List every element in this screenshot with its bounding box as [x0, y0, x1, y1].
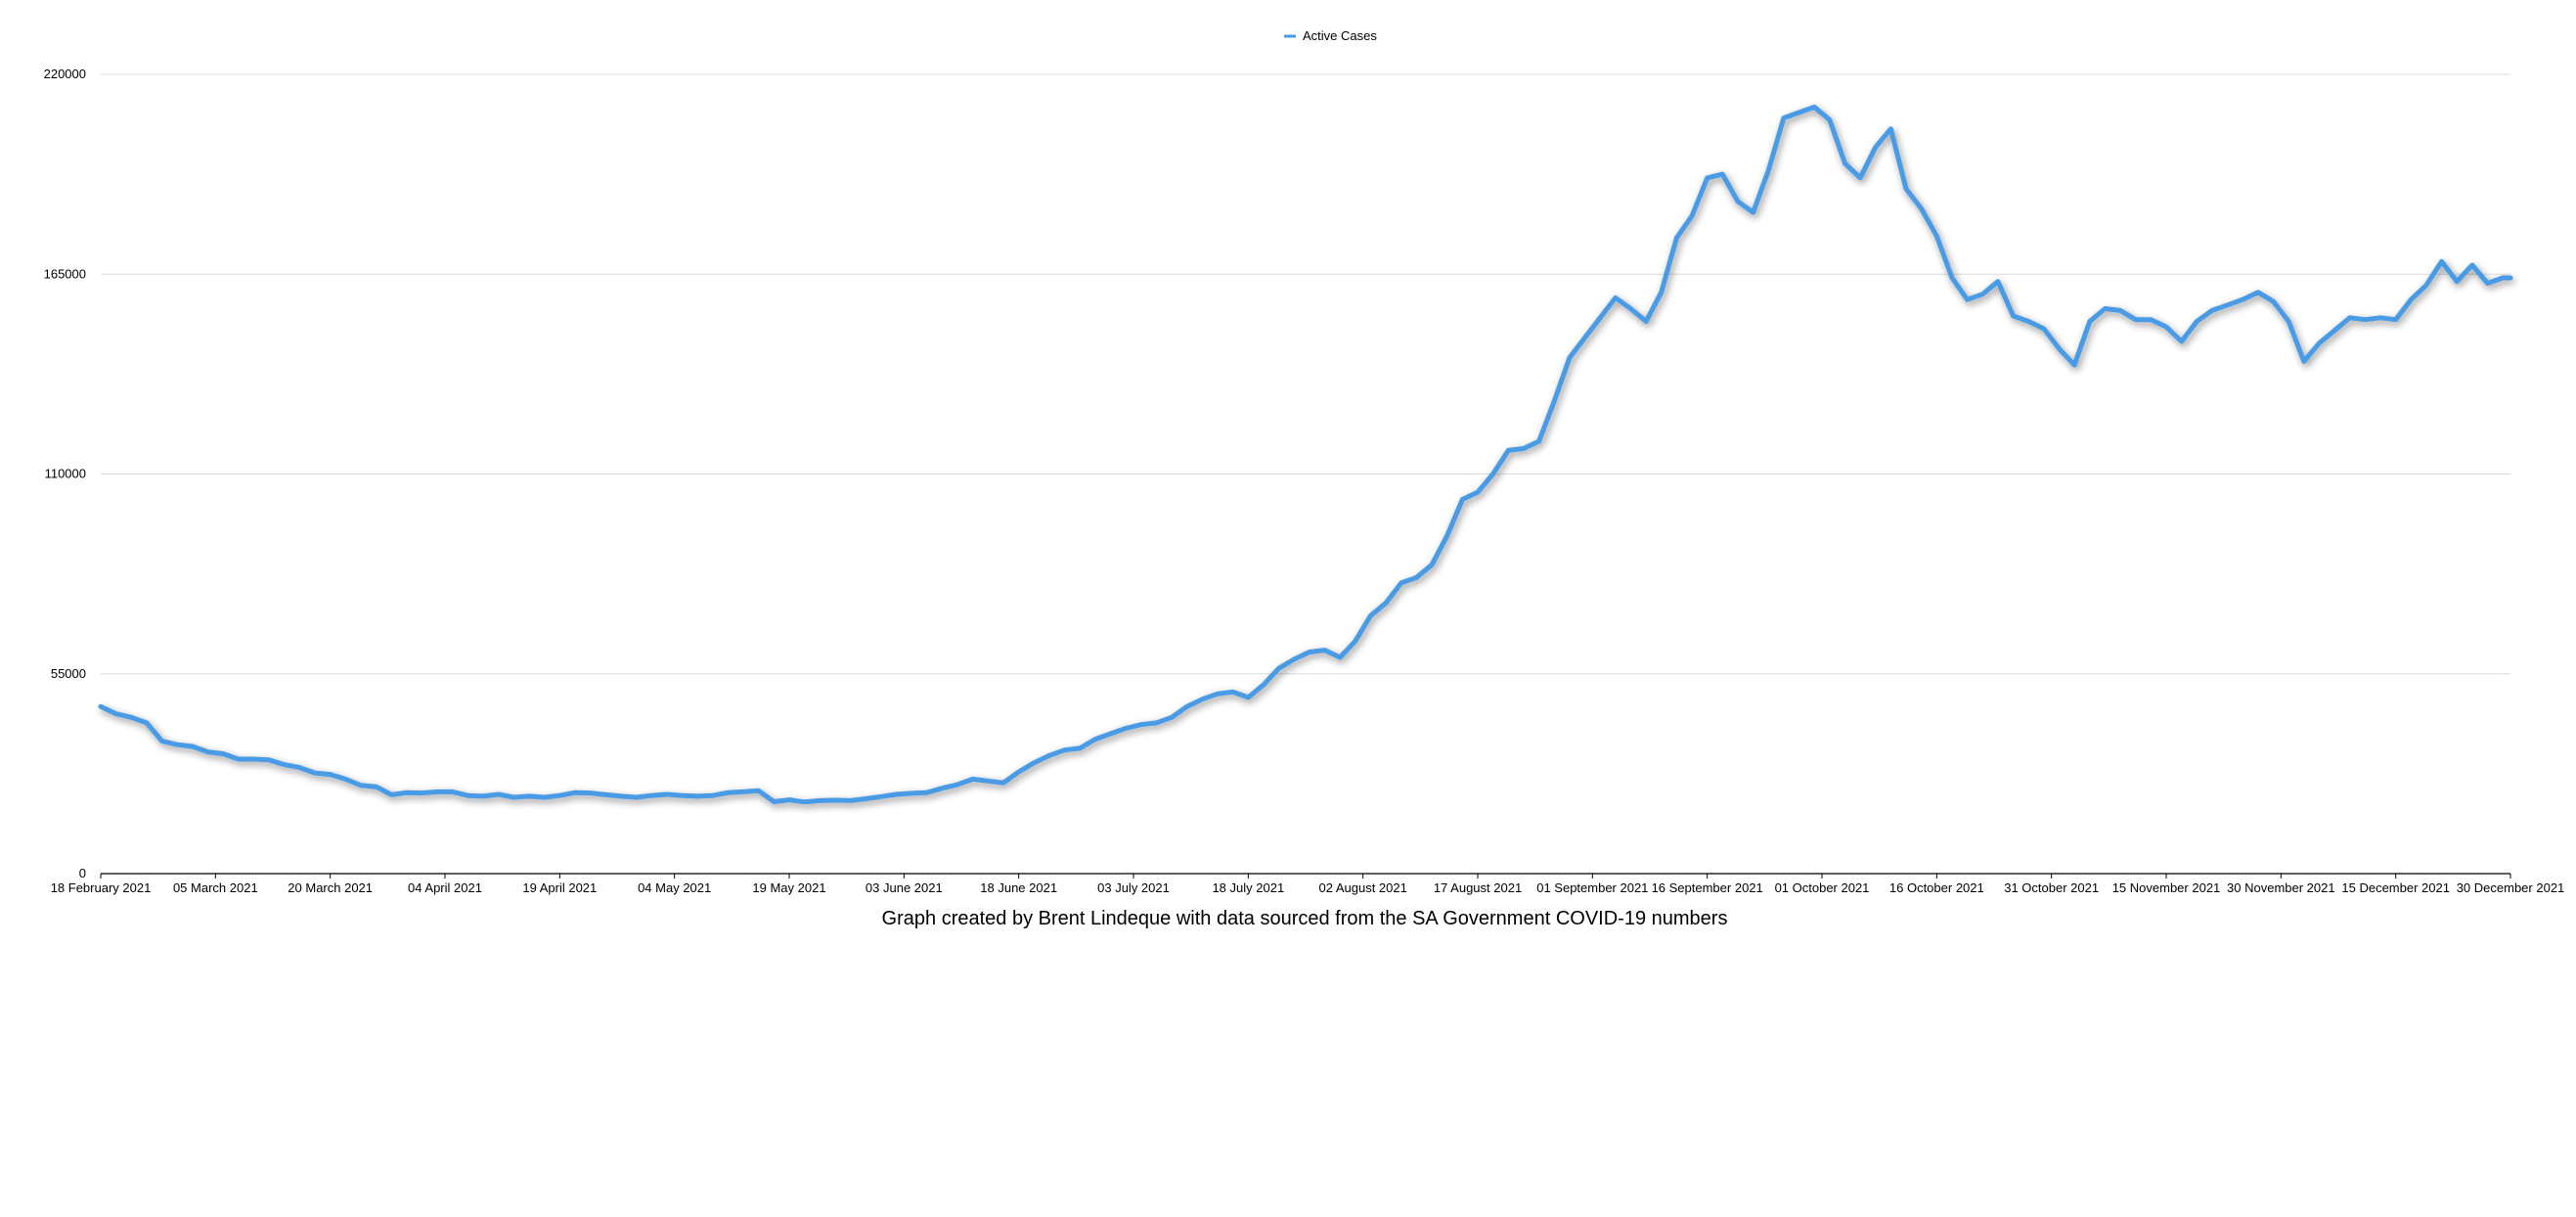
legend: Active Cases: [1284, 28, 1377, 43]
x-tick-label: 04 April 2021: [408, 880, 482, 895]
chart-caption: Graph created by Brent Lindeque with dat…: [882, 908, 1728, 929]
series-line-active-cases: [98, 104, 2513, 805]
x-tick-label: 18 June 2021: [980, 880, 1057, 895]
x-tick-label: 03 June 2021: [866, 880, 943, 895]
x-tick-label: 31 October 2021: [2004, 880, 2099, 895]
x-tick-label: 19 April 2021: [522, 880, 597, 895]
x-tick-label: 18 February 2021: [51, 880, 152, 895]
x-tick-label: 05 March 2021: [173, 880, 258, 895]
x-tick-label: 01 September 2021: [1536, 880, 1648, 895]
x-tick-label: 17 August 2021: [1434, 880, 1522, 895]
x-tick-label: 19 May 2021: [752, 880, 825, 895]
legend-entry-active-cases: Active Cases: [1303, 28, 1377, 43]
y-tick-label-165000: 165000: [44, 266, 86, 281]
x-tick-label: 30 November 2021: [2227, 880, 2335, 895]
x-tick-label: 20 March 2021: [288, 880, 373, 895]
x-tick-label: 02 August 2021: [1318, 880, 1406, 895]
x-tick-label: 03 July 2021: [1097, 880, 1170, 895]
y-tick-label-55000: 55000: [51, 666, 86, 681]
x-tick-label: 18 July 2021: [1212, 880, 1284, 895]
grid-lines: [101, 73, 2510, 675]
x-tick-label: 16 October 2021: [1889, 880, 1984, 895]
x-tick-label: 15 November 2021: [2112, 880, 2221, 895]
x-tick-label: 16 September 2021: [1652, 880, 1763, 895]
y-tick-label-110000: 110000: [45, 467, 86, 481]
y-tick-label-220000: 220000: [44, 67, 86, 81]
series-active-cases: [98, 104, 2513, 805]
x-tick-label: 01 October 2021: [1775, 880, 1870, 895]
x-tick-label: 04 May 2021: [638, 880, 711, 895]
y-tick-label-0: 0: [79, 866, 86, 880]
x-axis: 18 February 2021 05 March 2021 20 March 20…: [51, 873, 2565, 895]
x-tick-label: 30 December 2021: [2457, 880, 2565, 895]
y-axis-tick-labels: 0 55000 110000 165000 220000: [44, 67, 86, 880]
x-tick-label: 15 December 2021: [2341, 880, 2450, 895]
